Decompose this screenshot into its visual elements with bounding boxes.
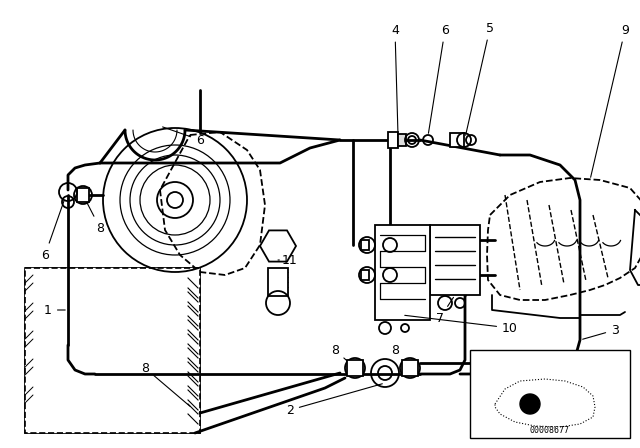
Bar [430,225,480,295]
Text: 6: 6 [428,23,449,133]
Bar [268,268,288,296]
Text: 5: 5 [466,22,494,135]
Circle shape [520,394,540,414]
Text: 00008677: 00008677 [530,426,570,435]
Bar [470,350,630,438]
Bar [398,134,406,146]
Bar [25,268,200,433]
Bar [361,270,369,280]
Text: 11: 11 [278,254,298,267]
Text: 8: 8 [331,344,353,366]
Text: 4: 4 [391,23,399,132]
Bar [402,360,418,376]
Text: 7: 7 [436,297,454,324]
Text: 6: 6 [163,127,204,146]
Text: 8: 8 [84,198,104,234]
Bar [361,240,369,250]
Text: 2: 2 [286,384,382,417]
Bar [375,225,430,320]
Text: 10: 10 [404,315,518,335]
Bar [25,268,200,433]
Text: 6: 6 [41,201,64,262]
Text: 8: 8 [141,362,190,406]
Bar [450,133,464,147]
Bar [388,132,398,148]
Text: 3: 3 [582,323,619,339]
Bar [77,188,89,202]
Text: 8: 8 [391,344,408,366]
Text: 1: 1 [44,303,65,316]
Bar [347,360,363,376]
Text: 9: 9 [591,23,629,177]
